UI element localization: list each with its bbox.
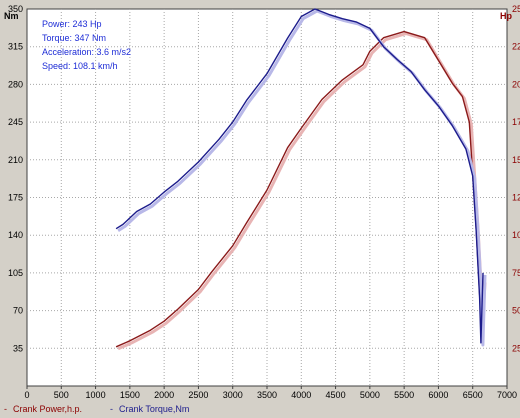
series-line-power [115,30,484,348]
y-right-axis-ticks: 25 50 75 100 125 150 175 200 225 250 [512,4,520,353]
x-tick-label: 6500 [463,390,483,400]
y-right-tick-label: 150 [512,155,520,165]
y-left-tick-label: 140 [8,230,23,240]
y-left-tick-label: 350 [8,4,23,14]
y-right-tick-label: 25 [512,343,520,353]
y-right-tick-label: 250 [512,4,520,14]
y-left-tick-label: 210 [8,155,23,165]
y-right-tick-label: 175 [512,117,520,127]
x-tick-label: 4500 [326,390,346,400]
x-tick-label: 1500 [120,390,140,400]
x-tick-label: 5500 [394,390,414,400]
grid [27,9,507,386]
y-right-tick-label: 225 [512,42,520,52]
y-left-tick-label: 245 [8,117,23,127]
y-left-unit: Nm [4,11,19,21]
y-right-unit: Hp [500,11,512,21]
y-left-tick-label: 35 [13,343,23,353]
y-right-tick-label: 200 [512,79,520,89]
legend-power-label: Crank Power,h.p. [13,404,82,414]
legend-torque-marker: - [110,404,113,414]
legend: - Crank Power,h.p. - Crank Torque,Nm [4,404,189,414]
y-right-tick-label: 125 [512,193,520,203]
info-torque: Torque: 347 Nm [42,33,106,43]
info-power: Power: 243 Hp [42,19,102,29]
x-tick-label: 2000 [154,390,174,400]
y-left-tick-label: 175 [8,193,23,203]
y-left-tick-label: 280 [8,79,23,89]
y-right-tick-label: 100 [512,230,520,240]
series-shadow-1 [117,9,487,347]
x-tick-label: 7000 [497,390,517,400]
x-tick-label: 3000 [223,390,243,400]
x-tick-label: 6000 [428,390,448,400]
y-left-tick-label: 70 [13,306,23,316]
series-lines [115,8,487,351]
x-axis-ticks: 0 500 1000 1500 2000 2500 3000 3500 4000 4500 5000… [24,386,517,400]
x-tick-label: 1000 [86,390,106,400]
x-tick-label: 3500 [257,390,277,400]
legend-torque-label: Crank Torque,Nm [119,404,189,414]
info-speed: Speed: 108.1 km/h [42,61,118,71]
x-tick-label: 5000 [360,390,380,400]
info-acceleration: Acceleration: 3.6 m/s2 [42,47,131,57]
y-right-tick-label: 50 [512,306,520,316]
x-tick-label: 2500 [188,390,208,400]
y-left-axis-ticks: 35 70 105 140 175 210 245 280 315 350 [8,4,23,353]
series-line-torque [115,8,484,344]
y-left-tick-label: 105 [8,268,23,278]
x-tick-label: 0 [24,390,29,400]
x-tick-label: 500 [54,390,69,400]
y-right-tick-label: 75 [512,268,520,278]
x-tick-label: 4000 [291,390,311,400]
legend-power-marker: - [4,404,7,414]
y-left-tick-label: 315 [8,42,23,52]
